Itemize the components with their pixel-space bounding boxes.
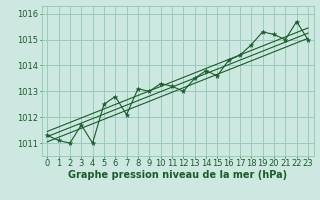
X-axis label: Graphe pression niveau de la mer (hPa): Graphe pression niveau de la mer (hPa)	[68, 170, 287, 180]
